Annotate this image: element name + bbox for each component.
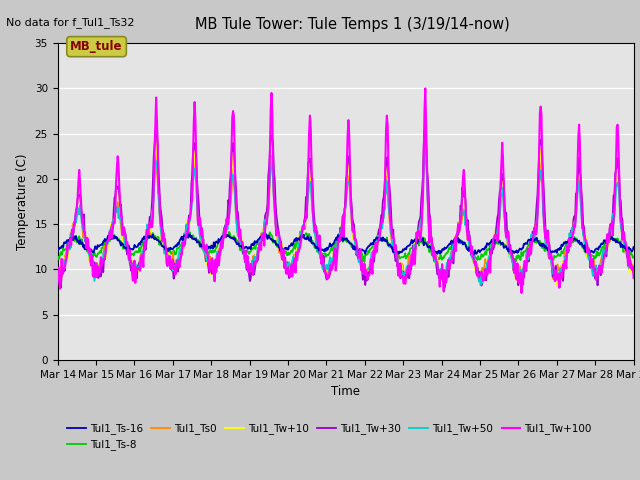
Tul1_Tw+10 [212,265,220,271]
Tul1_Ts0 [433,254,441,260]
Tul1_Ts-8 [182,235,189,241]
Tul1_Ts0 [54,277,61,283]
Tul1_Tw+10 [630,269,637,275]
Tul1_Tw+30 [54,264,61,270]
Legend: Tul1_Ts-16, Tul1_Ts-8, Tul1_Ts0, Tul1_Tw+10, Tul1_Tw+30, Tul1_Tw+50, Tul1_Tw+100: Tul1_Ts-16, Tul1_Ts-8, Tul1_Ts0, Tul1_Tw… [63,419,596,455]
Tul1_Ts-16 [630,244,637,250]
Tul1_Tw+50 [416,224,424,229]
Tul1_Tw+10 [553,282,561,288]
X-axis label: Time: Time [331,385,360,398]
Tul1_Ts-16 [64,238,72,243]
Tul1_Tw+30 [417,213,424,219]
Tul1_Tw+10 [64,253,72,259]
Tul1_Ts0 [212,257,220,263]
Tul1_Tw+100 [54,274,61,279]
Tul1_Ts-8 [54,257,61,263]
Tul1_Tw+100 [212,269,220,275]
Tul1_Tw+100 [182,232,189,238]
Tul1_Ts0 [422,147,429,153]
Tul1_Tw+30 [65,237,73,243]
Tul1_Ts-8 [630,254,637,260]
Tul1_Tw+10 [420,130,428,136]
Tul1_Ts0 [124,243,131,249]
Tul1_Tw+50 [182,231,189,237]
Tul1_Tw+50 [433,260,441,266]
Tul1_Tw+10 [124,246,131,252]
Tul1_Ts-8 [417,236,425,241]
Line: Tul1_Tw+100: Tul1_Tw+100 [58,88,634,293]
Tul1_Ts0 [64,246,72,252]
Tul1_Tw+100 [433,261,441,266]
Tul1_Tw+30 [124,244,132,250]
Tul1_Ts-16 [433,251,441,257]
Tul1_Tw+30 [57,285,65,290]
Tul1_Tw+100 [630,275,637,281]
Tul1_Ts-8 [212,245,220,251]
Text: MB_tule: MB_tule [70,40,123,53]
Tul1_Tw+50 [124,243,131,249]
Line: Tul1_Ts-16: Tul1_Ts-16 [58,233,634,254]
Line: Tul1_Ts-8: Tul1_Ts-8 [58,232,634,262]
Line: Tul1_Ts0: Tul1_Ts0 [58,150,634,284]
Tul1_Ts-8 [64,242,72,248]
Text: MB Tule Tower: Tule Temps 1 (3/19/14-now): MB Tule Tower: Tule Temps 1 (3/19/14-now… [195,17,509,32]
Tul1_Ts-16 [54,245,61,251]
Tul1_Ts0 [416,227,424,232]
Tul1_Ts-8 [124,250,131,256]
Line: Tul1_Tw+30: Tul1_Tw+30 [58,128,634,288]
Tul1_Tw+50 [54,266,61,272]
Tul1_Tw+50 [477,282,484,288]
Tul1_Tw+50 [212,262,220,267]
Tul1_Ts0 [182,230,189,236]
Tul1_Tw+30 [213,264,221,270]
Tul1_Tw+100 [422,85,429,91]
Tul1_Ts-16 [213,239,221,245]
Tul1_Ts-16 [182,235,189,240]
Y-axis label: Temperature (C): Temperature (C) [16,153,29,250]
Tul1_Ts-16 [124,244,131,250]
Tul1_Ts0 [440,281,447,287]
Tul1_Tw+50 [420,152,428,158]
Tul1_Tw+100 [124,239,131,245]
Tul1_Ts-16 [184,230,191,236]
Tul1_Ts-8 [225,229,233,235]
Line: Tul1_Tw+50: Tul1_Tw+50 [58,155,634,285]
Tul1_Tw+10 [182,233,189,239]
Text: No data for f_Tul1_Ts32: No data for f_Tul1_Ts32 [6,17,135,28]
Tul1_Ts-16 [417,238,424,243]
Tul1_Ts-8 [360,259,368,265]
Tul1_Tw+10 [54,267,61,273]
Tul1_Ts-8 [435,255,442,261]
Tul1_Tw+50 [64,246,72,252]
Tul1_Ts-16 [470,251,478,257]
Tul1_Tw+30 [422,125,429,131]
Tul1_Tw+50 [630,263,637,269]
Tul1_Tw+100 [416,237,424,243]
Tul1_Tw+100 [64,244,72,250]
Tul1_Tw+100 [518,290,525,296]
Tul1_Tw+30 [630,267,637,273]
Tul1_Tw+30 [183,222,191,228]
Line: Tul1_Tw+10: Tul1_Tw+10 [58,133,634,285]
Tul1_Tw+10 [416,226,424,232]
Tul1_Ts0 [630,270,637,276]
Tul1_Tw+10 [433,258,441,264]
Tul1_Tw+30 [435,271,442,276]
